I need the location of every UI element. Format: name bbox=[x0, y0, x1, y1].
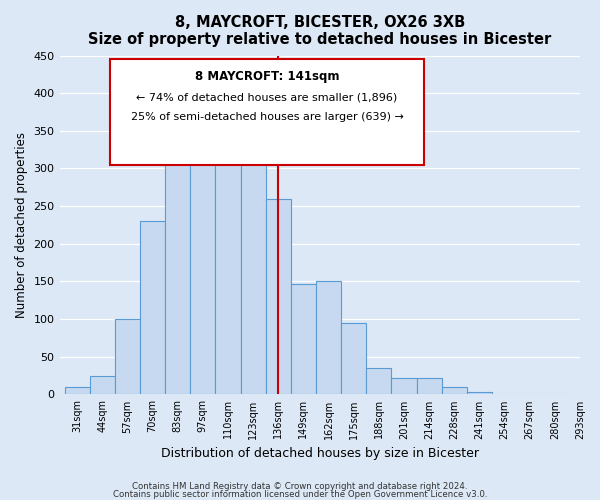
Bar bbox=[316, 282, 341, 395]
Bar bbox=[291, 284, 316, 395]
Bar bbox=[215, 116, 241, 394]
Title: 8, MAYCROFT, BICESTER, OX26 3XB
Size of property relative to detached houses in : 8, MAYCROFT, BICESTER, OX26 3XB Size of … bbox=[88, 15, 551, 48]
Bar bbox=[90, 376, 115, 394]
Bar bbox=[266, 198, 291, 394]
Bar bbox=[190, 116, 215, 394]
Bar bbox=[241, 125, 266, 394]
FancyBboxPatch shape bbox=[110, 60, 424, 164]
Bar bbox=[115, 319, 140, 394]
X-axis label: Distribution of detached houses by size in Bicester: Distribution of detached houses by size … bbox=[161, 447, 479, 460]
Bar bbox=[165, 120, 190, 394]
Bar bbox=[366, 368, 391, 394]
Bar bbox=[65, 387, 90, 394]
Text: ← 74% of detached houses are smaller (1,896): ← 74% of detached houses are smaller (1,… bbox=[136, 92, 398, 102]
Bar bbox=[442, 387, 467, 394]
Bar bbox=[416, 378, 442, 394]
Text: 8 MAYCROFT: 141sqm: 8 MAYCROFT: 141sqm bbox=[195, 70, 339, 83]
Y-axis label: Number of detached properties: Number of detached properties bbox=[15, 132, 28, 318]
Bar bbox=[341, 323, 366, 394]
Text: Contains HM Land Registry data © Crown copyright and database right 2024.: Contains HM Land Registry data © Crown c… bbox=[132, 482, 468, 491]
Bar bbox=[391, 378, 416, 394]
Bar bbox=[467, 392, 492, 394]
Text: Contains public sector information licensed under the Open Government Licence v3: Contains public sector information licen… bbox=[113, 490, 487, 499]
Bar bbox=[140, 221, 165, 394]
Text: 25% of semi-detached houses are larger (639) →: 25% of semi-detached houses are larger (… bbox=[131, 112, 403, 122]
